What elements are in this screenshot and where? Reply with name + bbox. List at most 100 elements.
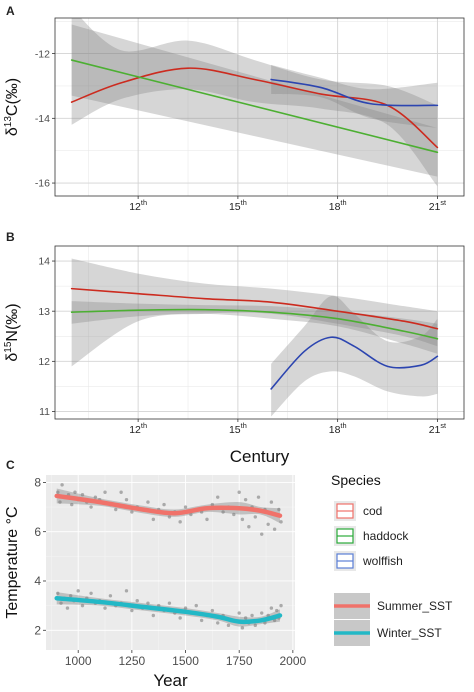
legend-label: wolffish [362,554,403,568]
x-tick-label-suffix: th [141,198,147,207]
y-tick-label: 4 [34,574,41,588]
x-tick-label: 18th [329,198,347,213]
series-line [54,493,283,518]
data-point [243,616,248,620]
data-point [221,510,225,514]
y-axis-title-text: N(‰) [4,303,21,341]
x-tick-label-base: 12 [129,201,141,213]
series-line [70,59,439,154]
confidence-band [71,18,438,187]
data-point [277,507,281,512]
y-axis-title: δ15N(‰) [3,303,21,361]
legend-item-cod: cod [334,501,382,521]
data-point [272,527,277,531]
data-point [275,608,279,613]
data-point [247,525,251,529]
data-point [58,500,62,504]
y-axis-title: Temperature °C [4,506,21,618]
data-point [256,495,261,499]
data-point [130,608,134,613]
data-point [210,608,215,613]
plot-area [54,483,283,630]
data-point [253,515,257,519]
data-point [162,502,166,507]
x-tick-label: 12th [129,421,147,436]
legend-item-haddock: haddock [334,526,409,546]
grid [55,18,464,196]
x-tick-label-suffix: th [241,198,247,207]
x-tick-label: 21st [429,198,446,213]
x-tick-label-base: 21 [429,201,441,213]
data-point [73,490,77,494]
data-point [70,502,74,507]
y-axis-title: δ13C(‰) [3,78,21,136]
data-point [226,623,231,628]
data-point [124,497,129,502]
x-tick-label-suffix: st [440,421,446,430]
y-axis-title-superscript: 13 [3,116,14,128]
series-line [54,595,283,625]
data-point [232,512,236,517]
data-point [103,606,107,610]
data-point [60,483,64,487]
x-tick-label: 21st [429,421,446,436]
y-tick-label: 14 [38,256,50,268]
data-point [269,500,274,504]
data-point [240,517,245,522]
data-point [178,520,182,524]
x-tick-label-base: 15 [229,201,241,213]
data-point [80,493,85,497]
plot-area [70,18,439,187]
data-point [266,522,270,526]
y-tick-label: -16 [35,178,50,190]
data-point [108,594,113,598]
data-point [59,601,63,605]
legend-label: haddock [363,529,409,543]
y-tick-label: 8 [34,476,41,490]
legend-label: cod [363,504,382,518]
x-tick-label-suffix: th [141,421,147,430]
x-tick-label-suffix: st [440,198,446,207]
y-tick-label: -12 [35,48,50,60]
data-point [167,515,172,519]
data-point [216,621,220,625]
data-point [65,606,70,610]
data-point [199,618,204,623]
confidence-band [71,258,438,367]
data-point [194,603,198,608]
y-tick-label: 6 [34,525,41,539]
x-tick-label: 1250 [119,654,146,668]
plot-border [54,17,465,197]
data-point [93,495,98,499]
data-point [253,623,257,628]
y-axis-title-symbol: δ [4,353,21,362]
data-point [135,599,139,603]
data-point [237,490,241,494]
data-point [279,603,283,608]
legend-item-winter-sst: Winter_SST [334,620,442,646]
y-axis-title-text: C(‰) [4,78,21,116]
panel-c: C 2 4 6 8 1000 1250 1500 1750 2000 Temperature °C Y… [4,458,307,690]
series-line [70,287,439,330]
data-point [205,517,209,522]
y-tick-label: 12 [38,356,50,368]
data-point [146,500,150,504]
panel-label: B [6,230,15,244]
legend-item-wolffish: wolffish [334,551,403,571]
x-tick-label: 15th [229,421,247,436]
x-tick-label-base: 12 [129,424,141,436]
legend-label: Summer_SST [377,599,453,613]
data-point [76,589,80,593]
data-point [89,591,93,596]
plot-area [70,258,439,417]
data-point [119,490,123,494]
data-point [269,606,274,610]
x-tick-label: 1000 [65,654,92,668]
panel-label: C [6,458,15,472]
x-tick-label-suffix: th [340,421,346,430]
legend-item-summer-sst: Summer_SST [334,593,453,619]
x-axis-title: Century [230,447,290,466]
data-point [189,512,193,517]
